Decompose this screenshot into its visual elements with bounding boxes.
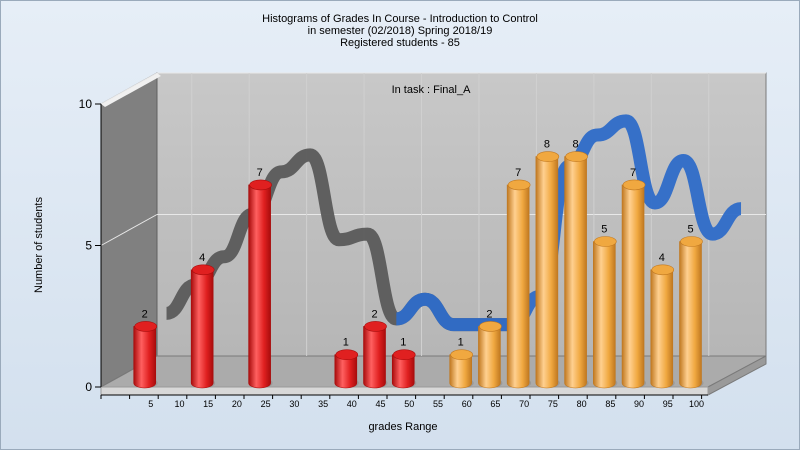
y-tick-label: 0 [85, 380, 92, 394]
bar-40: 1 [334, 337, 359, 389]
bar-top [134, 321, 158, 332]
bar-body [133, 326, 157, 389]
x-tick-label: 45 [376, 399, 386, 409]
bar-body [391, 354, 415, 389]
bar-body [564, 156, 587, 389]
y-axis-label: Number of students [33, 197, 45, 293]
bar-top [392, 349, 416, 361]
x-tick-label: 100 [689, 399, 704, 409]
bar-value-label: 1 [400, 337, 406, 349]
bar-100: 5 [679, 224, 704, 389]
chart-title-line-1: Histograms of Grades In Course - Introdu… [262, 13, 538, 25]
x-tick-label: 70 [519, 399, 529, 409]
bar-body [621, 184, 645, 389]
bar-top [651, 264, 675, 276]
bar-body [506, 184, 530, 389]
bar-value-label: 5 [601, 224, 607, 236]
bar-75: 8 [535, 139, 560, 389]
bar-value-label: 4 [659, 252, 665, 264]
side-wall-highlight [101, 73, 161, 107]
x-tick-label: 55 [433, 399, 443, 409]
bar-body [248, 184, 271, 389]
bar-60: 1 [449, 337, 474, 389]
bar-body [190, 269, 214, 389]
x-tick-label: 10 [174, 399, 184, 409]
x-axis-label: grades Range [368, 421, 437, 433]
bar-body [679, 241, 702, 389]
x-tick-label: 75 [548, 399, 558, 409]
x-tick-label: 30 [289, 399, 299, 409]
gridline-y-side [100, 214, 158, 246]
bar-5: 2 [133, 308, 158, 389]
bar-70: 7 [506, 167, 532, 389]
bar-85: 5 [593, 224, 618, 389]
bar-value-label: 7 [630, 167, 636, 179]
bar-95: 4 [650, 252, 675, 389]
x-tick-label: 65 [490, 399, 500, 409]
bar-25: 7 [248, 167, 273, 389]
bar-top [622, 179, 646, 191]
bar-50: 1 [391, 337, 417, 389]
bar-top [364, 321, 387, 332]
x-tick-label: 80 [577, 399, 587, 409]
y-tick-label: 5 [85, 239, 92, 253]
bar-top [249, 179, 272, 191]
bar-15: 4 [190, 252, 216, 389]
x-tick-label: 15 [203, 399, 213, 409]
bar-top [594, 236, 617, 247]
bar-top [507, 179, 531, 191]
bar-value-label: 2 [371, 308, 377, 320]
bar-body [449, 354, 472, 389]
y-tick-label: 10 [79, 97, 93, 111]
bar-top [565, 151, 588, 162]
bar-80: 8 [564, 139, 589, 389]
bar-body [478, 326, 501, 389]
bar-top [450, 349, 474, 361]
bar-value-label: 4 [199, 252, 205, 264]
bar-top [479, 321, 502, 332]
task-annotation: In task : Final_A [392, 84, 472, 96]
x-tick-label: 90 [634, 399, 644, 409]
chart-title-line-2: in semester (02/2018) Spring 2018/19 [307, 25, 493, 37]
x-tick-label: 40 [347, 399, 357, 409]
bar-top [680, 236, 703, 247]
bar-value-label: 2 [486, 308, 492, 320]
x-tick-label: 5 [148, 399, 153, 409]
bar-65: 2 [478, 308, 503, 389]
bar-top [191, 264, 215, 276]
x-tick-label: 85 [605, 399, 615, 409]
chart-title-line-3: Registered students - 85 [340, 37, 460, 49]
gridline-y-side [100, 72, 158, 105]
bar-90: 7 [621, 167, 647, 389]
x-tick-label: 25 [261, 399, 271, 409]
bar-body [593, 241, 616, 389]
bar-value-label: 8 [573, 139, 579, 151]
bar-top [335, 349, 359, 361]
bar-value-label: 5 [687, 224, 693, 236]
x-tick-label: 60 [462, 399, 472, 409]
bar-body [334, 354, 358, 389]
x-tick-label: 95 [663, 399, 673, 409]
x-tick-label: 35 [318, 399, 328, 409]
bar-value-label: 7 [515, 167, 521, 179]
x-tick-label: 50 [404, 399, 414, 409]
bar-value-label: 1 [343, 337, 349, 349]
bar-body [363, 326, 386, 389]
bar-45: 2 [363, 308, 388, 389]
bar-value-label: 1 [458, 337, 464, 349]
bar-top [536, 151, 560, 162]
x-tick-label: 20 [232, 399, 242, 409]
bar-body [535, 156, 559, 389]
bar-body [650, 269, 674, 389]
bar-value-label: 8 [544, 139, 550, 151]
bar-value-label: 2 [142, 308, 148, 320]
bar-value-label: 7 [257, 167, 263, 179]
